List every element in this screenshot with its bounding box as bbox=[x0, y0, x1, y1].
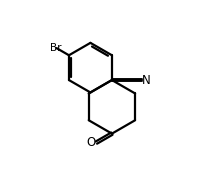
Text: O: O bbox=[86, 136, 96, 149]
Text: N: N bbox=[142, 74, 151, 87]
Text: Br: Br bbox=[50, 43, 61, 53]
